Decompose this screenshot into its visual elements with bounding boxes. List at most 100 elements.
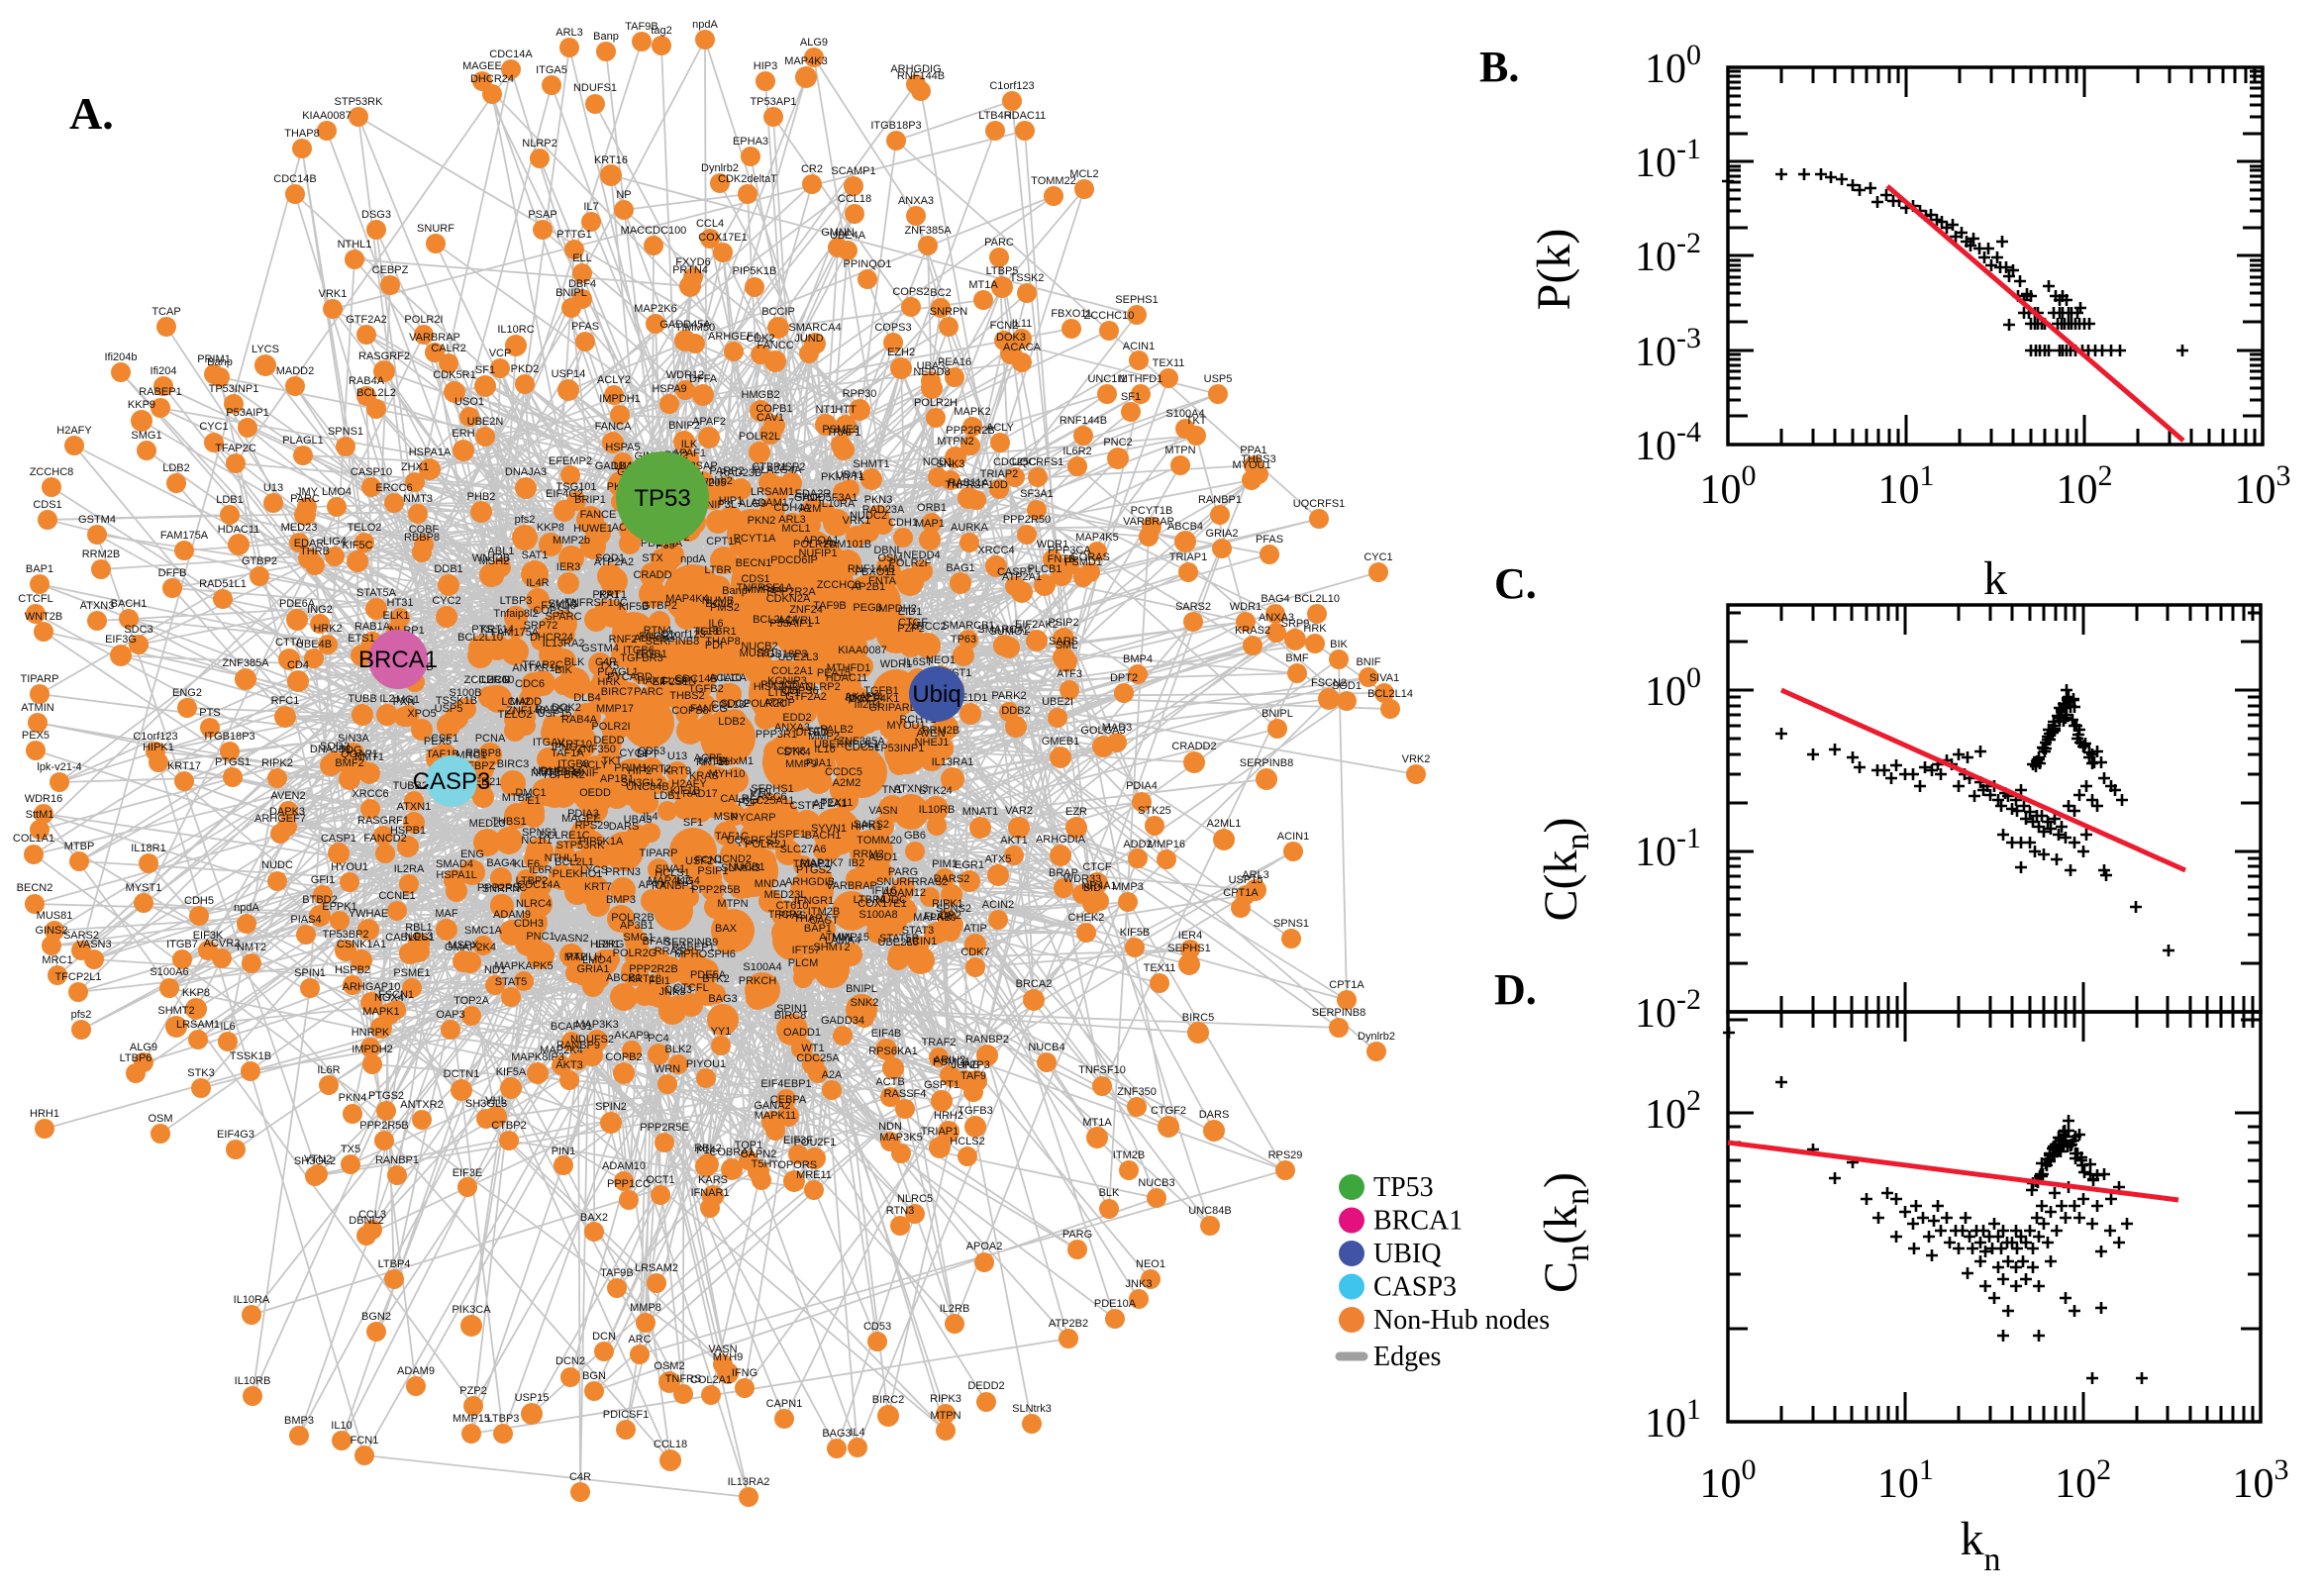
svg-text:NTHL1: NTHL1	[338, 239, 372, 250]
svg-text:MADD: MADD	[510, 696, 542, 708]
svg-text:PRIM1: PRIM1	[614, 762, 648, 774]
svg-text:ACIN1: ACIN1	[905, 936, 937, 948]
svg-text:RASGRF2: RASGRF2	[358, 350, 410, 362]
svg-text:FBXO11: FBXO11	[1051, 308, 1091, 320]
svg-text:SDC2: SDC2	[720, 698, 749, 710]
svg-text:DPT: DPT	[637, 748, 658, 760]
svg-text:PRIM1: PRIM1	[197, 353, 231, 365]
svg-text:RNF144B: RNF144B	[1060, 415, 1107, 427]
svg-text:RPP30: RPP30	[843, 388, 877, 400]
svg-text:BLK: BLK	[564, 656, 585, 668]
svg-text:SMARCA4: SMARCA4	[788, 322, 841, 334]
svg-text:IL11: IL11	[1012, 318, 1033, 330]
svg-text:SH3GL2: SH3GL2	[621, 777, 662, 789]
svg-text:PNC1: PNC1	[526, 931, 555, 943]
svg-text:C1orf123: C1orf123	[989, 80, 1034, 92]
svg-text:TEX11: TEX11	[1153, 357, 1185, 369]
svg-text:GADD45A: GADD45A	[659, 319, 711, 331]
svg-text:MTPN: MTPN	[717, 898, 748, 910]
svg-text:PLEKHO1: PLEKHO1	[553, 868, 603, 880]
svg-text:PSIP2: PSIP2	[1048, 617, 1078, 629]
svg-text:GMNN: GMNN	[821, 227, 855, 239]
svg-text:BCL2L14: BCL2L14	[1367, 688, 1413, 700]
svg-text:SMG1: SMG1	[623, 932, 654, 944]
svg-text:SNRPN: SNRPN	[930, 306, 968, 318]
svg-text:TP53INP1: TP53INP1	[209, 383, 259, 395]
svg-text:PIYOU1: PIYOU1	[686, 1058, 726, 1070]
svg-text:RAB4A: RAB4A	[561, 714, 598, 726]
svg-text:POLR2I: POLR2I	[591, 721, 630, 733]
svg-text:COPS3: COPS3	[874, 322, 911, 334]
svg-text:BRCA1: BRCA1	[358, 647, 438, 673]
svg-text:GOLGA3: GOLGA3	[1080, 725, 1125, 737]
svg-text:YWHAE: YWHAE	[349, 908, 388, 920]
svg-text:AVEN: AVEN	[916, 728, 945, 740]
svg-text:STX: STX	[642, 552, 663, 564]
svg-text:BLK: BLK	[1099, 1187, 1120, 1199]
svg-text:MSH2: MSH2	[479, 555, 510, 567]
svg-text:LMO4: LMO4	[582, 954, 612, 966]
svg-text:EGR1: EGR1	[955, 859, 984, 871]
svg-text:ATXN3: ATXN3	[80, 600, 115, 612]
svg-text:ZNF385A: ZNF385A	[222, 657, 269, 669]
svg-text:A2M2: A2M2	[833, 777, 861, 789]
svg-text:BAX2: BAX2	[580, 1212, 608, 1224]
svg-text:VRK1: VRK1	[319, 288, 348, 300]
svg-text:GANA2: GANA2	[754, 1100, 790, 1112]
svg-text:IL13RA2: IL13RA2	[543, 638, 585, 649]
svg-text:MED23: MED23	[281, 522, 318, 534]
svg-text:IL10RA: IL10RA	[819, 498, 856, 510]
svg-text:SMN1: SMN1	[549, 598, 579, 610]
svg-text:ORB1: ORB1	[917, 502, 947, 514]
svg-text:UBA3: UBA3	[917, 360, 946, 372]
svg-text:RFC1: RFC1	[271, 695, 300, 707]
svg-text:BNIPL: BNIPL	[846, 983, 877, 995]
svg-text:SNRPN: SNRPN	[482, 883, 521, 895]
svg-text:BFAR: BFAR	[643, 936, 671, 948]
svg-text:KRAS2: KRAS2	[1235, 625, 1270, 637]
svg-text:AURKA: AURKA	[951, 522, 989, 534]
svg-text:BNIF: BNIF	[573, 767, 598, 779]
svg-text:MMP16: MMP16	[1148, 839, 1185, 850]
svg-text:S100B: S100B	[449, 687, 481, 699]
svg-text:ACIN1: ACIN1	[1277, 831, 1309, 843]
svg-text:HDAC11: HDAC11	[826, 672, 868, 684]
svg-text:KRT2: KRT2	[644, 763, 671, 775]
svg-text:NEDD4: NEDD4	[903, 549, 940, 561]
svg-text:KKP9: KKP9	[128, 399, 155, 411]
svg-text:NUDC2: NUDC2	[850, 510, 887, 522]
svg-text:TCAP: TCAP	[152, 306, 180, 318]
svg-text:EIF4G2: EIF4G2	[546, 488, 583, 500]
svg-text:PTTG1: PTTG1	[556, 229, 591, 241]
svg-text:NUCB3: NUCB3	[1138, 1177, 1174, 1189]
svg-text:MRC1: MRC1	[455, 749, 486, 761]
svg-text:SPIN2: SPIN2	[595, 1101, 627, 1113]
svg-text:PARG: PARG	[888, 866, 918, 878]
svg-text:BAG3: BAG3	[822, 1428, 851, 1440]
svg-text:USF2: USF2	[685, 855, 713, 867]
svg-text:VHL: VHL	[485, 1095, 506, 1107]
svg-text:Ifi204: Ifi204	[855, 699, 881, 711]
svg-text:tag2: tag2	[651, 25, 671, 37]
svg-text:TX5: TX5	[341, 1144, 360, 1155]
svg-text:MMP3: MMP3	[1112, 881, 1144, 893]
svg-text:RAB11A: RAB11A	[948, 477, 989, 489]
svg-text:NMT2: NMT2	[237, 942, 266, 953]
svg-text:GTBP2: GTBP2	[642, 600, 677, 612]
svg-text:Ubiq: Ubiq	[912, 681, 960, 708]
svg-text:TN1: TN1	[882, 784, 903, 796]
svg-text:DCTN1: DCTN1	[444, 1068, 480, 1080]
svg-text:MNDA: MNDA	[755, 878, 787, 890]
svg-text:RABEP1: RABEP1	[139, 386, 181, 398]
svg-text:ARHGAP10: ARHGAP10	[343, 981, 401, 993]
svg-text:MSPX: MSPX	[448, 940, 479, 951]
svg-text:IL2: IL2	[379, 693, 394, 705]
svg-text:DCLRE1C: DCLRE1C	[539, 830, 589, 842]
svg-text:MMP8: MMP8	[630, 1302, 661, 1314]
svg-text:KRT10: KRT10	[558, 739, 592, 750]
svg-text:RRAS: RRAS	[655, 946, 685, 957]
svg-text:CDC14A: CDC14A	[517, 879, 560, 891]
svg-text:BAG1: BAG1	[946, 562, 974, 574]
svg-text:CEBPA: CEBPA	[770, 1094, 807, 1106]
svg-text:IL6ST: IL6ST	[903, 656, 933, 668]
